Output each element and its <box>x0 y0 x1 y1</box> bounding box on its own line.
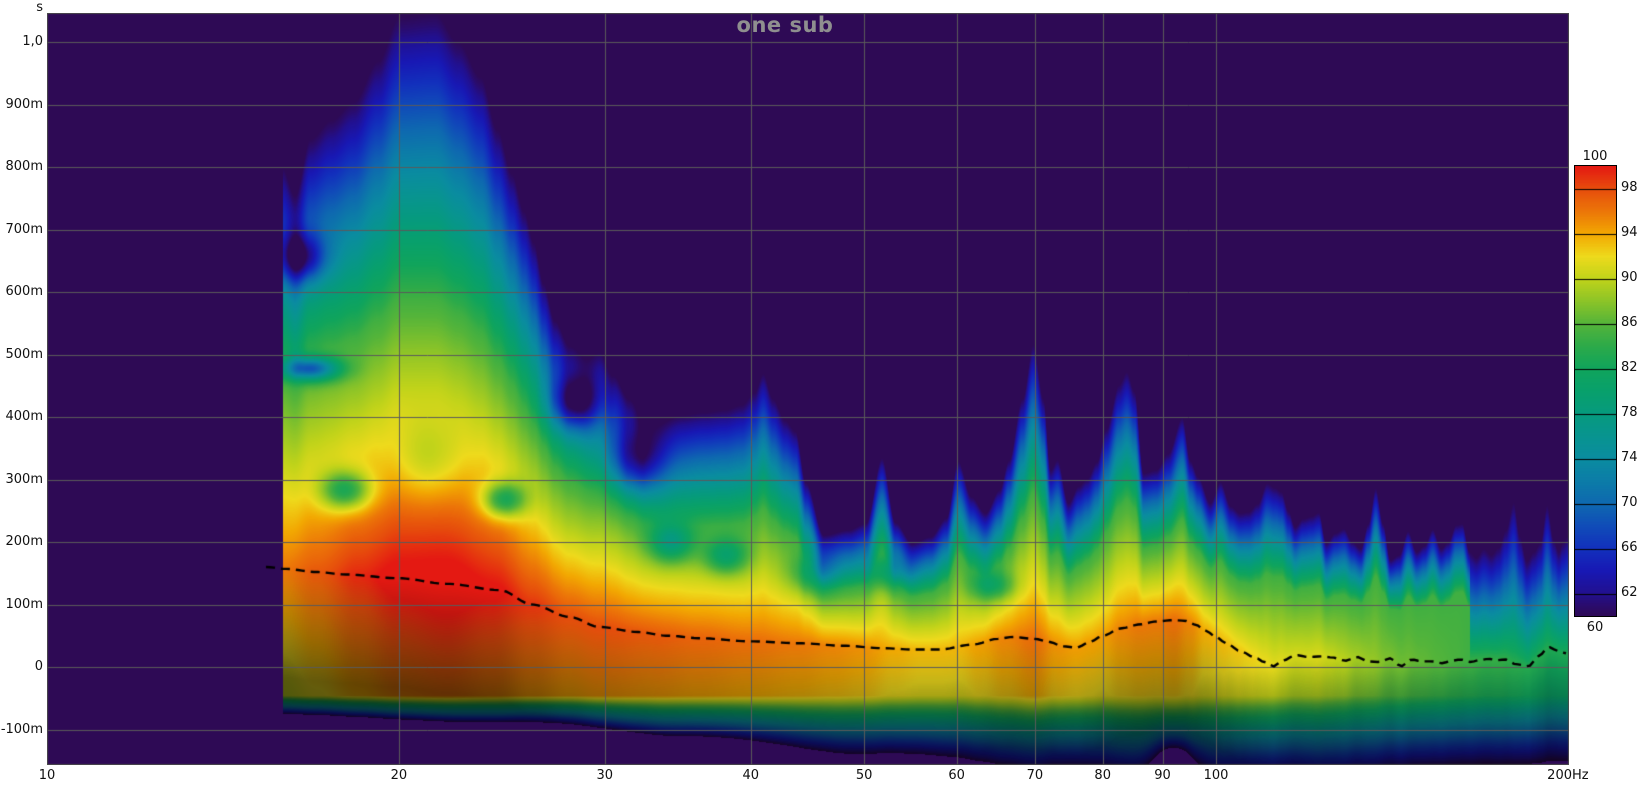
x-tick-label: 200Hz <box>1547 768 1589 783</box>
x-tick-label: 60 <box>948 768 965 783</box>
x-tick-label: 40 <box>742 768 760 783</box>
colorbar-min-label: 60 <box>1586 620 1604 635</box>
colorbar-tick-label: 94 <box>1621 224 1638 240</box>
x-tick-label: 20 <box>390 768 408 783</box>
y-tick-label: 100m <box>5 596 43 612</box>
colorbar-tick-label: 78 <box>1621 404 1638 420</box>
y-tick-label: 800m <box>5 159 43 174</box>
colorbar-tick-label: 62 <box>1621 584 1638 600</box>
y-axis-unit-label: s <box>36 0 43 15</box>
y-tick-label: 200m <box>5 534 43 549</box>
spectrogram-plot-canvas[interactable] <box>47 13 1569 765</box>
y-tick-label: 400m <box>5 409 43 424</box>
colorbar-tick-label: 74 <box>1621 449 1638 465</box>
colorbar-canvas <box>1574 165 1617 617</box>
x-tick-label: 100 <box>1203 768 1229 783</box>
x-tick-label: 10 <box>38 768 56 783</box>
x-tick-label: 70 <box>1026 768 1044 783</box>
x-tick-label: 30 <box>596 768 614 783</box>
colorbar-tick-label: 86 <box>1621 314 1638 330</box>
y-tick-label: 900m <box>5 96 43 112</box>
x-tick-label: 50 <box>855 768 873 783</box>
y-tick-label: 700m <box>5 221 43 237</box>
y-tick-label: 600m <box>5 284 43 299</box>
colorbar-max-label: 100 <box>1582 149 1608 164</box>
y-tick-label: 0 <box>34 659 43 674</box>
x-tick-label: 90 <box>1154 768 1171 783</box>
colorbar-tick-label: 98 <box>1621 179 1638 195</box>
chart-title: one sub <box>736 13 834 37</box>
x-tick-label: 80 <box>1094 768 1111 783</box>
colorbar-tick-label: 82 <box>1621 359 1638 375</box>
colorbar-tick-label: 66 <box>1621 539 1638 555</box>
y-tick-label: 500m <box>5 346 43 362</box>
colorbar-tick-label: 90 <box>1621 269 1638 285</box>
y-tick-label: -100m <box>0 721 43 737</box>
y-tick-label: 1,0 <box>22 34 43 49</box>
colorbar-tick-label: 70 <box>1621 494 1638 510</box>
y-tick-label: 300m <box>5 471 43 487</box>
